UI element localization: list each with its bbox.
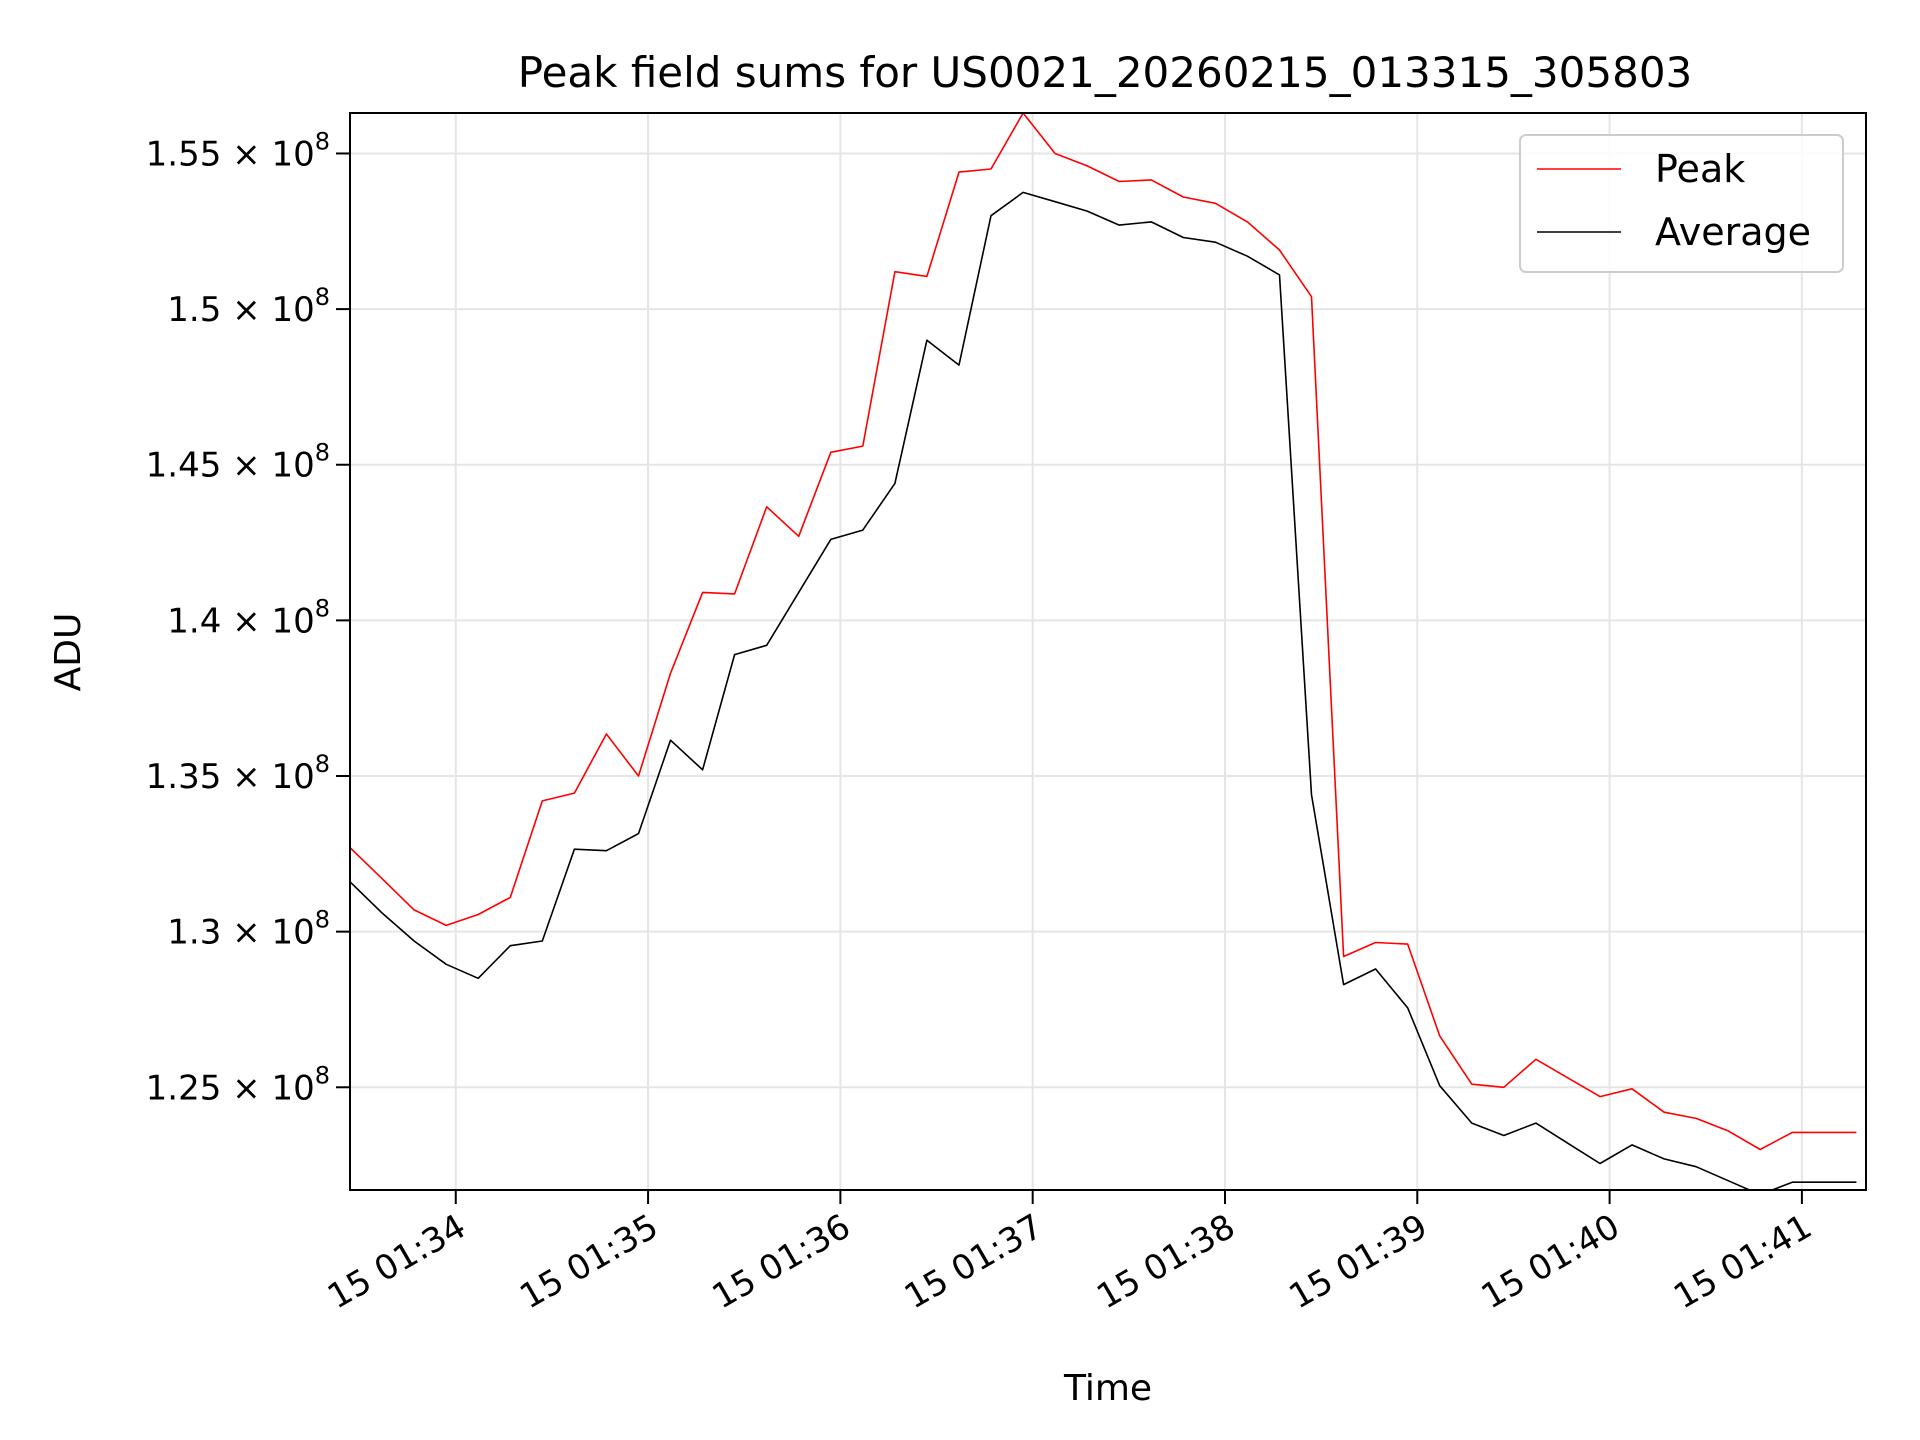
y-tick-label: 1.3 × 108 xyxy=(167,906,330,953)
y-tick-label: 1.5 × 108 xyxy=(167,283,330,330)
y-tick-label: 1.25 × 108 xyxy=(146,1061,330,1108)
y-tick-label: 1.55 × 108 xyxy=(146,127,330,174)
legend: Peak Average xyxy=(1519,134,1844,273)
series-line-peak xyxy=(350,113,1857,1151)
y-tick-label: 1.45 × 108 xyxy=(146,439,330,486)
y-axis: 1.25 × 108 1.3 × 108 1.35 × 108 1.4 × 108 1.… xyxy=(146,127,350,1108)
plot-frame xyxy=(349,112,1867,1191)
x-axis-title: Time xyxy=(1063,1368,1152,1409)
y-tick-label: 1.4 × 108 xyxy=(167,594,330,641)
grid xyxy=(350,113,1866,1190)
legend-label-average: Average xyxy=(1655,210,1811,254)
chart-title: Peak field sums for US0021_20260215_0133… xyxy=(518,48,1693,97)
y-tick-label: 1.35 × 108 xyxy=(146,750,330,797)
legend-label-peak: Peak xyxy=(1655,147,1745,191)
series-line-average xyxy=(350,191,1857,1190)
series-layer xyxy=(350,113,1857,1190)
y-axis-title: ADU xyxy=(48,613,89,692)
